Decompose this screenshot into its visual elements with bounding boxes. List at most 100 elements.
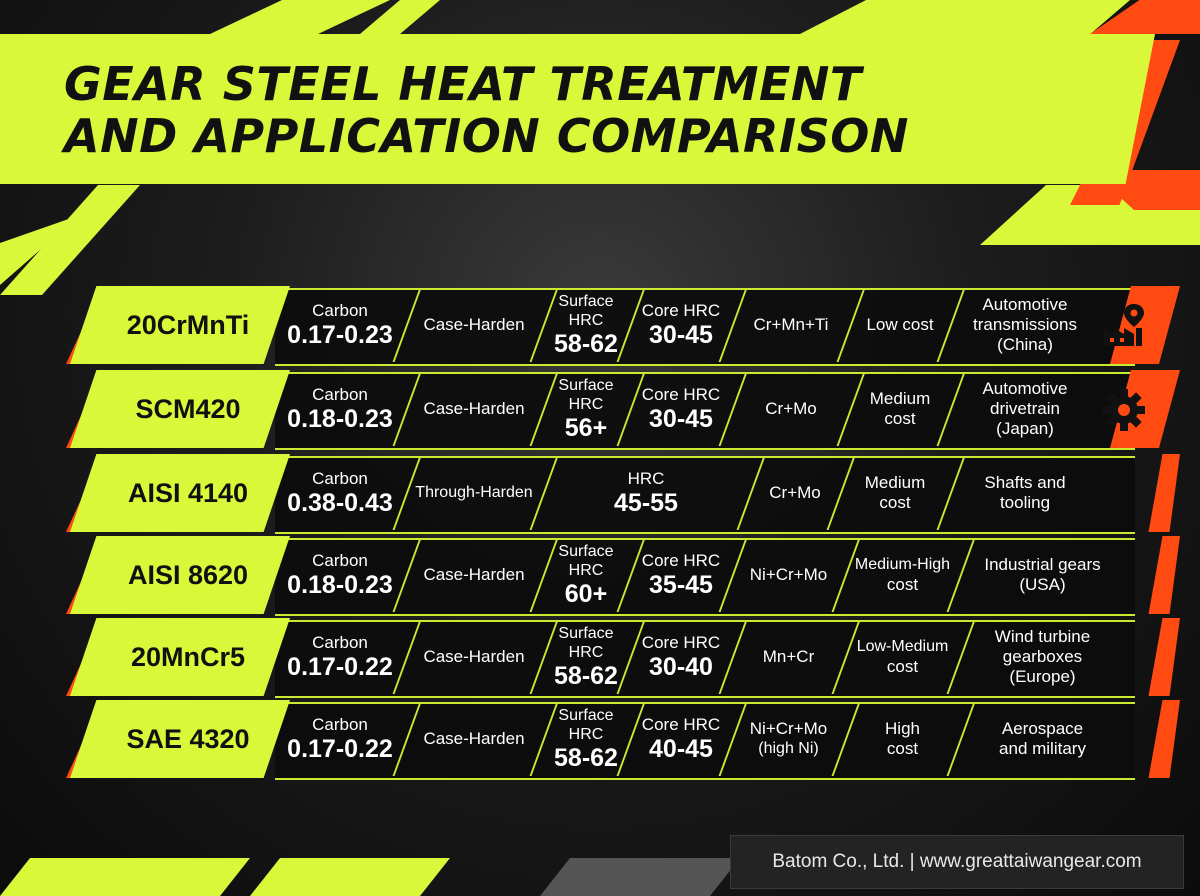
application-line-1: Automotive: [982, 295, 1068, 314]
carbon-label: Carbon: [312, 301, 368, 320]
table-row: SCM420 Carbon 0.18-0.23 Case-Harden Surf…: [66, 370, 1180, 450]
surface-label-hrc: HRC: [568, 562, 604, 579]
table-row: SAE 4320 Carbon 0.17-0.22 Case-Harden Su…: [66, 700, 1180, 780]
row-name-bg: [70, 454, 290, 532]
application-line-3: (Europe): [1009, 667, 1076, 686]
alloy-value: Ni+Cr+Mo: [749, 719, 828, 738]
alloy-cell: Ni+Cr+Mo: [732, 538, 845, 612]
surface-label: Surface: [558, 377, 614, 394]
carbon-value: 0.17-0.22: [287, 653, 393, 681]
table-row: 20CrMnTi Carbon 0.17-0.23 Case-Harden Su…: [66, 286, 1180, 366]
surface-hrc-cell: Surface HRC 58-62: [543, 620, 629, 694]
application-cell: Aerospace and military: [960, 702, 1125, 776]
factory-location-icon: [1100, 302, 1148, 350]
alloy-cell: Ni+Cr+Mo (high Ni): [732, 702, 845, 776]
cost-value: Medium-High: [854, 556, 951, 573]
alloy-cell: Mn+Cr: [732, 620, 845, 694]
application-line-2: gearboxes: [1002, 647, 1083, 666]
treatment-value: Case-Harden: [423, 647, 525, 666]
core-hrc-value: 40-45: [649, 735, 713, 763]
core-label: Core HRC: [641, 633, 721, 652]
surface-label-hrc: HRC: [568, 726, 604, 743]
application-cell: Automotive transmissions (China): [950, 288, 1100, 362]
application-line-1: Industrial gears: [984, 555, 1101, 574]
carbon-cell: Carbon 0.17-0.22: [275, 702, 405, 776]
cost-cell: Medium-High cost: [845, 538, 960, 612]
surface-hrc-value: 58-62: [554, 330, 618, 358]
treatment-value: Case-Harden: [423, 315, 525, 334]
top-stripe-right: [800, 0, 1130, 34]
hrc-cell: HRC 45-55: [543, 456, 749, 530]
carbon-label: Carbon: [312, 469, 368, 488]
surface-hrc-value: 60+: [564, 580, 608, 608]
treatment-value: Case-Harden: [423, 565, 525, 584]
surface-label: Surface: [558, 543, 614, 560]
alloy-cell: Cr+Mo: [732, 372, 850, 446]
surface-hrc-value: 56+: [564, 414, 608, 442]
cost-cell: High cost: [845, 702, 960, 776]
top-stripe-left: [210, 0, 390, 34]
alloy-value: Cr+Mn+Ti: [753, 315, 829, 334]
steel-grade: SCM420: [135, 393, 241, 424]
row-name-bg: [70, 618, 290, 696]
surface-label-hrc: HRC: [568, 644, 604, 661]
core-hrc-cell: Core HRC 30-45: [630, 288, 732, 362]
carbon-label: Carbon: [312, 633, 368, 652]
application-line-2: drivetrain: [990, 399, 1060, 418]
application-cell: Industrial gears (USA): [960, 538, 1125, 612]
alloy-value-line-2: (high Ni): [758, 740, 819, 757]
treatment-cell: Case-Harden: [406, 288, 542, 362]
row-body: [275, 702, 1135, 780]
title-line-1: GEAR STEEL HEAT TREATMENT: [64, 57, 862, 111]
carbon-value: 0.18-0.23: [287, 571, 393, 599]
surface-hrc-cell: Surface HRC 60+: [543, 538, 629, 612]
steel-grade: 20CrMnTi: [126, 309, 250, 340]
treatment-cell: Case-Harden: [406, 538, 542, 612]
core-label: Core HRC: [641, 715, 721, 734]
cost-value: Low cost: [866, 315, 934, 334]
treatment-value: Through-Harden: [415, 484, 533, 501]
surface-label: Surface: [558, 293, 614, 310]
application-line-3: (Japan): [996, 419, 1054, 438]
core-hrc-value: 35-45: [649, 571, 713, 599]
treatment-cell: Case-Harden: [406, 372, 542, 446]
core-hrc-value: 30-40: [649, 653, 713, 681]
row-body: [275, 620, 1135, 698]
application-line-1: Wind turbine: [994, 627, 1091, 646]
carbon-value: 0.17-0.22: [287, 735, 393, 763]
steel-grade: AISI 4140: [127, 477, 249, 508]
cost-value-line-2: cost: [884, 409, 916, 428]
application-cell: Wind turbine gearboxes (Europe): [960, 620, 1125, 694]
treatment-cell: Through-Harden: [406, 456, 542, 530]
core-hrc-cell: Core HRC 35-45: [630, 538, 732, 612]
hrc-label: HRC: [627, 469, 665, 488]
carbon-cell: Carbon 0.38-0.43: [275, 456, 405, 530]
surface-hrc-cell: Surface HRC 58-62: [543, 288, 629, 362]
application-line-1: Automotive: [982, 379, 1068, 398]
surface-label-hrc: HRC: [568, 396, 604, 413]
application-cell: Shafts and tooling: [950, 456, 1100, 530]
steel-grade: SAE 4320: [126, 723, 250, 754]
alloy-value: Ni+Cr+Mo: [749, 565, 828, 584]
alloy-cell: Cr+Mo: [750, 456, 840, 530]
application-line-1: Aerospace: [1001, 719, 1084, 738]
core-label: Core HRC: [641, 551, 721, 570]
title-banner: [0, 34, 1155, 184]
carbon-cell: Carbon 0.18-0.23: [275, 372, 405, 446]
table-row: 20MnCr5 Carbon 0.17-0.22 Case-Harden Sur…: [66, 618, 1180, 698]
bottom-stripe-2: [250, 858, 450, 896]
surface-label-hrc: HRC: [568, 312, 604, 329]
core-hrc-cell: Core HRC 30-45: [630, 372, 732, 446]
surface-hrc-cell: Surface HRC 56+: [543, 372, 629, 446]
cost-value-line-2: cost: [879, 493, 911, 512]
cost-value: Medium: [864, 473, 926, 492]
carbon-cell: Carbon 0.18-0.23: [275, 538, 405, 612]
application-line-2: and military: [999, 739, 1086, 758]
row-body: [275, 288, 1135, 366]
row-body: [275, 372, 1135, 450]
row-body: [275, 538, 1135, 616]
carbon-value: 0.18-0.23: [287, 405, 393, 433]
carbon-cell: Carbon 0.17-0.23: [275, 288, 405, 362]
surface-hrc-value: 58-62: [554, 744, 618, 772]
carbon-cell: Carbon 0.17-0.22: [275, 620, 405, 694]
